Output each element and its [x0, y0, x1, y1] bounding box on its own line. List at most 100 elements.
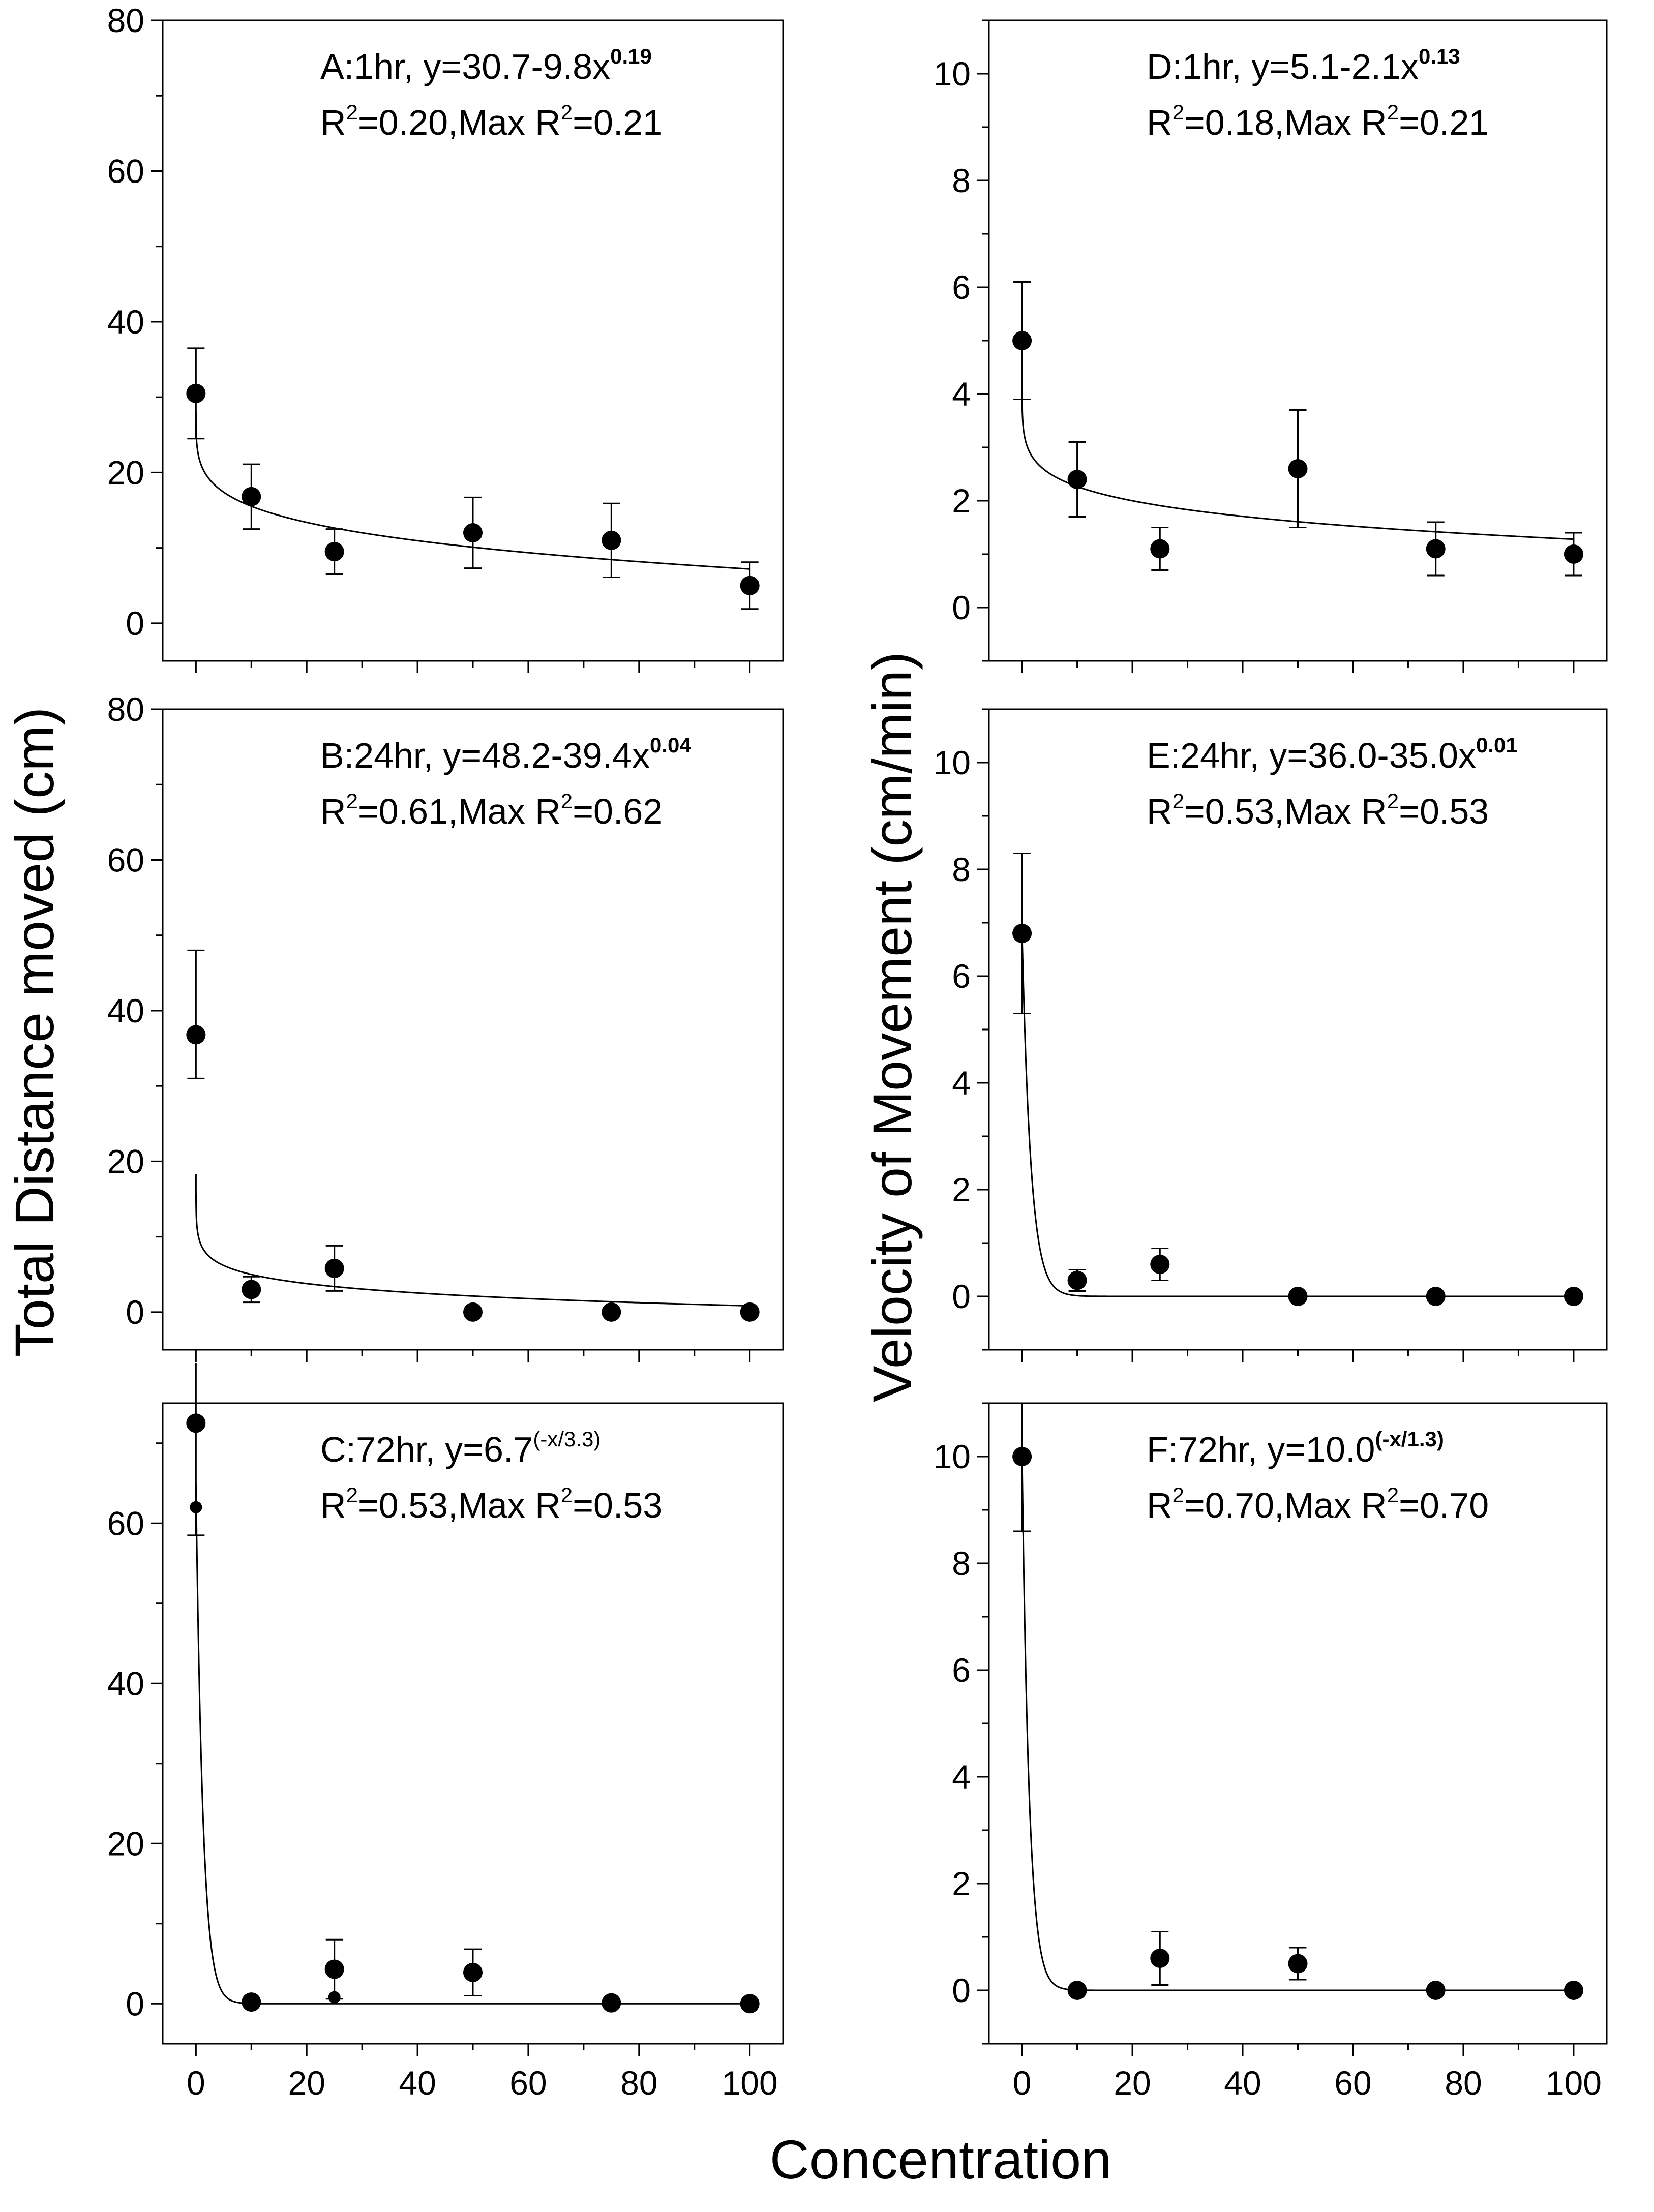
data-point — [1426, 539, 1446, 559]
data-point — [242, 1992, 261, 2012]
y-tick-label: 0 — [952, 1972, 971, 2009]
data-point — [740, 1302, 760, 1322]
x-tick-label: 60 — [1334, 2064, 1371, 2102]
annotation-equation: A:1hr, y=30.7-9.8x0.19 — [320, 44, 652, 86]
y-tick-label: 20 — [107, 453, 144, 491]
y-tick-label: 8 — [952, 1544, 971, 1582]
data-point — [1563, 1287, 1583, 1306]
data-point — [186, 1413, 206, 1433]
y-tick-label: 8 — [952, 162, 971, 199]
y-tick-label: 20 — [107, 1825, 144, 1862]
x-tick-label: 20 — [1114, 2064, 1151, 2102]
y-tick-label: 20 — [107, 1142, 144, 1180]
data-point — [186, 383, 206, 403]
y-tick-label: 6 — [952, 268, 971, 306]
y-tick-label: 10 — [934, 55, 971, 93]
data-point — [1150, 539, 1170, 559]
fit-curve — [195, 1483, 750, 2005]
y-axis-title-right: Velocity of Movement (cm/min) — [861, 652, 923, 1402]
y-tick-label: 0 — [126, 1985, 144, 2022]
y-axis-title-left: Total Distance moved (cm) — [4, 707, 65, 1357]
x-axis-title: Concentration — [770, 2129, 1111, 2190]
y-tick-label: 10 — [934, 1438, 971, 1475]
panel-d: 0 2 4 6 8 10 D:1hr, y=5.1-2.1x0.13 R2=0.18,Max … — [934, 19, 1608, 673]
annotation-equation: B:24hr, y=48.2-39.4x0.04 — [320, 733, 691, 775]
data-point-small — [328, 1991, 341, 2004]
y-tick-label: 4 — [952, 1758, 971, 1796]
panel-c: 0 20 40 60 0 20 40 60 80 100 C:72hr, y=6.7(-x/3.3)… — [107, 1363, 784, 2102]
x-tick-label: 60 — [509, 2064, 547, 2102]
y-tick-label: 4 — [952, 1064, 971, 1102]
data-point — [1067, 1270, 1087, 1290]
x-tick-label: 80 — [620, 2064, 657, 2102]
y-tick-label: 80 — [107, 690, 144, 728]
y-tick-label: 2 — [952, 482, 971, 520]
y-tick-label: 40 — [107, 992, 144, 1029]
data-point — [324, 1959, 344, 1979]
y-tick-label: 2 — [952, 1865, 971, 1902]
annotation-r2: R2=0.18,Max R2=0.21 — [1147, 100, 1489, 142]
panel-e: 0 2 4 6 8 10 E:24hr, y=36.0-35.0x0.01 R2=0.53,M… — [934, 708, 1608, 1362]
data-point — [1563, 1981, 1583, 2000]
panel-a: 0 20 40 60 80 A:1hr, y=30.7-9.8x0.19 R2=0.20,M… — [107, 2, 784, 673]
y-tick-label: 60 — [107, 1504, 144, 1542]
data-point — [602, 1302, 621, 1322]
data-point — [1067, 470, 1087, 489]
data-point — [242, 1280, 261, 1299]
fit-curve — [1021, 1457, 1574, 1991]
x-tick-label: 40 — [399, 2064, 436, 2102]
y-tick-label: 4 — [952, 375, 971, 413]
data-point — [1563, 544, 1583, 564]
data-point — [1150, 1949, 1170, 1968]
data-point — [1288, 1954, 1308, 1974]
data-point — [740, 575, 760, 595]
data-point — [324, 1258, 344, 1278]
data-point — [463, 1962, 483, 1982]
data-point — [602, 1993, 621, 2013]
panel-b: 0 20 40 60 80 B:24hr, y=48.2-39.4x0.04 R2=0.61… — [107, 690, 784, 1362]
data-point — [324, 542, 344, 562]
y-tick-label: 8 — [952, 851, 971, 888]
annotation-equation: D:1hr, y=5.1-2.1x0.13 — [1147, 44, 1460, 86]
data-point — [1012, 924, 1032, 943]
data-point — [1150, 1255, 1170, 1274]
annotation-equation: C:72hr, y=6.7(-x/3.3) — [320, 1427, 600, 1469]
x-tick-label: 0 — [187, 2064, 205, 2102]
fit-curve — [1021, 381, 1574, 540]
annotation-r2: R2=0.20,Max R2=0.21 — [320, 100, 663, 142]
data-point — [1288, 459, 1308, 478]
x-tick-label: 100 — [722, 2064, 778, 2102]
data-point — [1012, 331, 1032, 350]
data-point — [602, 530, 621, 550]
y-tick-label: 6 — [952, 957, 971, 995]
data-point — [1067, 1981, 1087, 2000]
y-tick-label: 40 — [107, 303, 144, 341]
y-tick-label: 80 — [107, 2, 144, 39]
data-point — [1288, 1287, 1308, 1306]
annotation-r2: R2=0.70,Max R2=0.70 — [1147, 1483, 1489, 1525]
data-point — [242, 487, 261, 506]
y-tick-label: 0 — [952, 1278, 971, 1315]
x-tick-label: 20 — [288, 2064, 325, 2102]
annotation-r2: R2=0.53,Max R2=0.53 — [1147, 789, 1489, 831]
data-point — [463, 1302, 483, 1322]
fit-curve — [195, 411, 750, 570]
x-tick-label: 40 — [1224, 2064, 1261, 2102]
y-tick-label: 0 — [952, 589, 971, 626]
annotation-equation: F:72hr, y=10.0(-x/1.3) — [1147, 1427, 1444, 1469]
x-tick-label: 80 — [1445, 2064, 1482, 2102]
data-point — [740, 1994, 760, 2014]
y-tick-label: 0 — [126, 1293, 144, 1331]
y-tick-label: 60 — [107, 152, 144, 190]
y-tick-label: 10 — [934, 744, 971, 781]
annotation-r2: R2=0.53,Max R2=0.53 — [320, 1483, 663, 1525]
data-point — [1426, 1981, 1446, 2000]
fit-curve — [195, 1174, 750, 1307]
x-tick-label: 100 — [1546, 2064, 1602, 2102]
annotation-r2: R2=0.61,Max R2=0.62 — [320, 789, 663, 831]
y-tick-label: 60 — [107, 841, 144, 878]
y-tick-label: 40 — [107, 1664, 144, 1702]
x-tick-label: 0 — [1013, 2064, 1032, 2102]
